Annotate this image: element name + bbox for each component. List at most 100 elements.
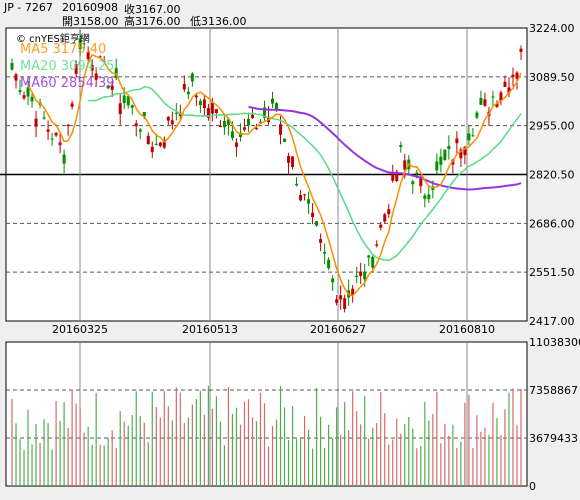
candle-body — [30, 96, 34, 102]
candle-body — [311, 212, 315, 217]
candle-body — [519, 48, 523, 52]
candle-body — [363, 271, 367, 280]
candle-body — [287, 155, 291, 163]
candle-body — [463, 147, 467, 156]
candle-body — [254, 127, 258, 130]
candle-body — [258, 121, 262, 123]
candle-body — [315, 221, 319, 226]
candle-body — [419, 176, 423, 187]
candle-body — [58, 142, 62, 146]
candle-body — [375, 244, 379, 246]
candle-body — [146, 135, 150, 145]
candle-body — [234, 142, 238, 147]
candle-body — [162, 139, 166, 148]
candle-body — [118, 103, 122, 115]
candle-body — [154, 143, 158, 145]
candle-body — [511, 74, 515, 77]
candle-body — [455, 138, 459, 144]
candle-body — [106, 85, 110, 89]
candle-body — [439, 156, 443, 165]
candle-body — [355, 275, 359, 278]
candle-body — [174, 112, 178, 114]
candle-body — [423, 195, 427, 199]
candle-body — [218, 125, 222, 128]
candle-body — [351, 288, 355, 296]
candle-body — [230, 131, 234, 138]
candle-body — [18, 90, 22, 93]
candle-body — [295, 183, 299, 186]
candle-body — [190, 73, 194, 82]
candle-body — [503, 81, 507, 87]
candle-body — [206, 108, 210, 118]
candle-body — [122, 95, 126, 104]
price-tick-label: 2820.50 — [529, 169, 575, 182]
candle-body — [499, 92, 503, 101]
candle-body — [150, 146, 154, 153]
candle-body — [507, 87, 511, 94]
candle-body — [262, 107, 266, 118]
candle-body — [22, 95, 26, 99]
ma60-line — [248, 105, 522, 191]
candle-body — [126, 96, 130, 106]
candle-body — [279, 124, 283, 135]
volume-plot-frame — [5, 341, 528, 487]
date-tick-label: 20160513 — [182, 323, 238, 336]
candle-body — [411, 181, 415, 185]
candle-body — [186, 91, 190, 95]
candle-body — [82, 43, 86, 45]
candle-body — [142, 112, 146, 117]
candle-body — [303, 194, 307, 196]
candle-body — [495, 103, 499, 107]
date-label: 20160908 — [62, 1, 118, 14]
low-label: 低3136.00 — [190, 15, 247, 28]
candle-body — [26, 87, 30, 97]
price-tick-label: 3089.50 — [529, 71, 575, 84]
legend-ma60: MA60 2854.39 — [20, 76, 115, 91]
price-tick-label: 3224.00 — [529, 22, 575, 35]
candle-body — [447, 145, 451, 149]
volume-tick-label: 0 — [529, 480, 536, 493]
candle-body — [431, 186, 435, 191]
legend-ma5: MA5 3175.40 — [20, 42, 107, 57]
candle-body — [110, 85, 114, 90]
candle-body — [222, 121, 226, 128]
open-label: 開3158.00 — [62, 15, 119, 28]
candle-body — [367, 255, 371, 258]
ma20-line — [88, 86, 522, 262]
candle-body — [198, 100, 202, 106]
date-tick-label: 20160325 — [52, 323, 108, 336]
date-tick-label: 20160810 — [439, 323, 495, 336]
candle-body — [335, 299, 339, 303]
candle-body — [94, 73, 98, 80]
candle-body — [443, 149, 447, 161]
candle-body — [98, 56, 102, 58]
candle-body — [331, 278, 335, 283]
candle-body — [70, 103, 74, 107]
candle-body — [435, 161, 439, 171]
brand-watermark: © cnYES鉅亨網 — [16, 34, 90, 45]
candle-body — [467, 133, 471, 141]
candle-body — [371, 256, 375, 268]
candle-body — [383, 214, 387, 222]
date-tick-label: 20160627 — [310, 323, 366, 336]
candle-body — [10, 63, 14, 70]
candle-body — [323, 251, 327, 254]
candle-body — [130, 105, 134, 108]
candle-body — [299, 195, 303, 201]
candle-body — [158, 142, 162, 146]
candle-body — [387, 209, 391, 215]
candle-body — [399, 145, 403, 148]
candle-body — [291, 156, 295, 167]
candle-body — [271, 98, 275, 104]
candle-body — [307, 199, 311, 204]
candle-body — [194, 95, 198, 98]
candle-body — [427, 194, 431, 200]
candle-body — [170, 120, 174, 125]
candle-body — [226, 119, 230, 126]
candle-body — [395, 171, 399, 182]
candle-body — [42, 117, 46, 119]
high-label: 高3176.00 — [124, 15, 181, 28]
candle-body — [275, 103, 279, 111]
